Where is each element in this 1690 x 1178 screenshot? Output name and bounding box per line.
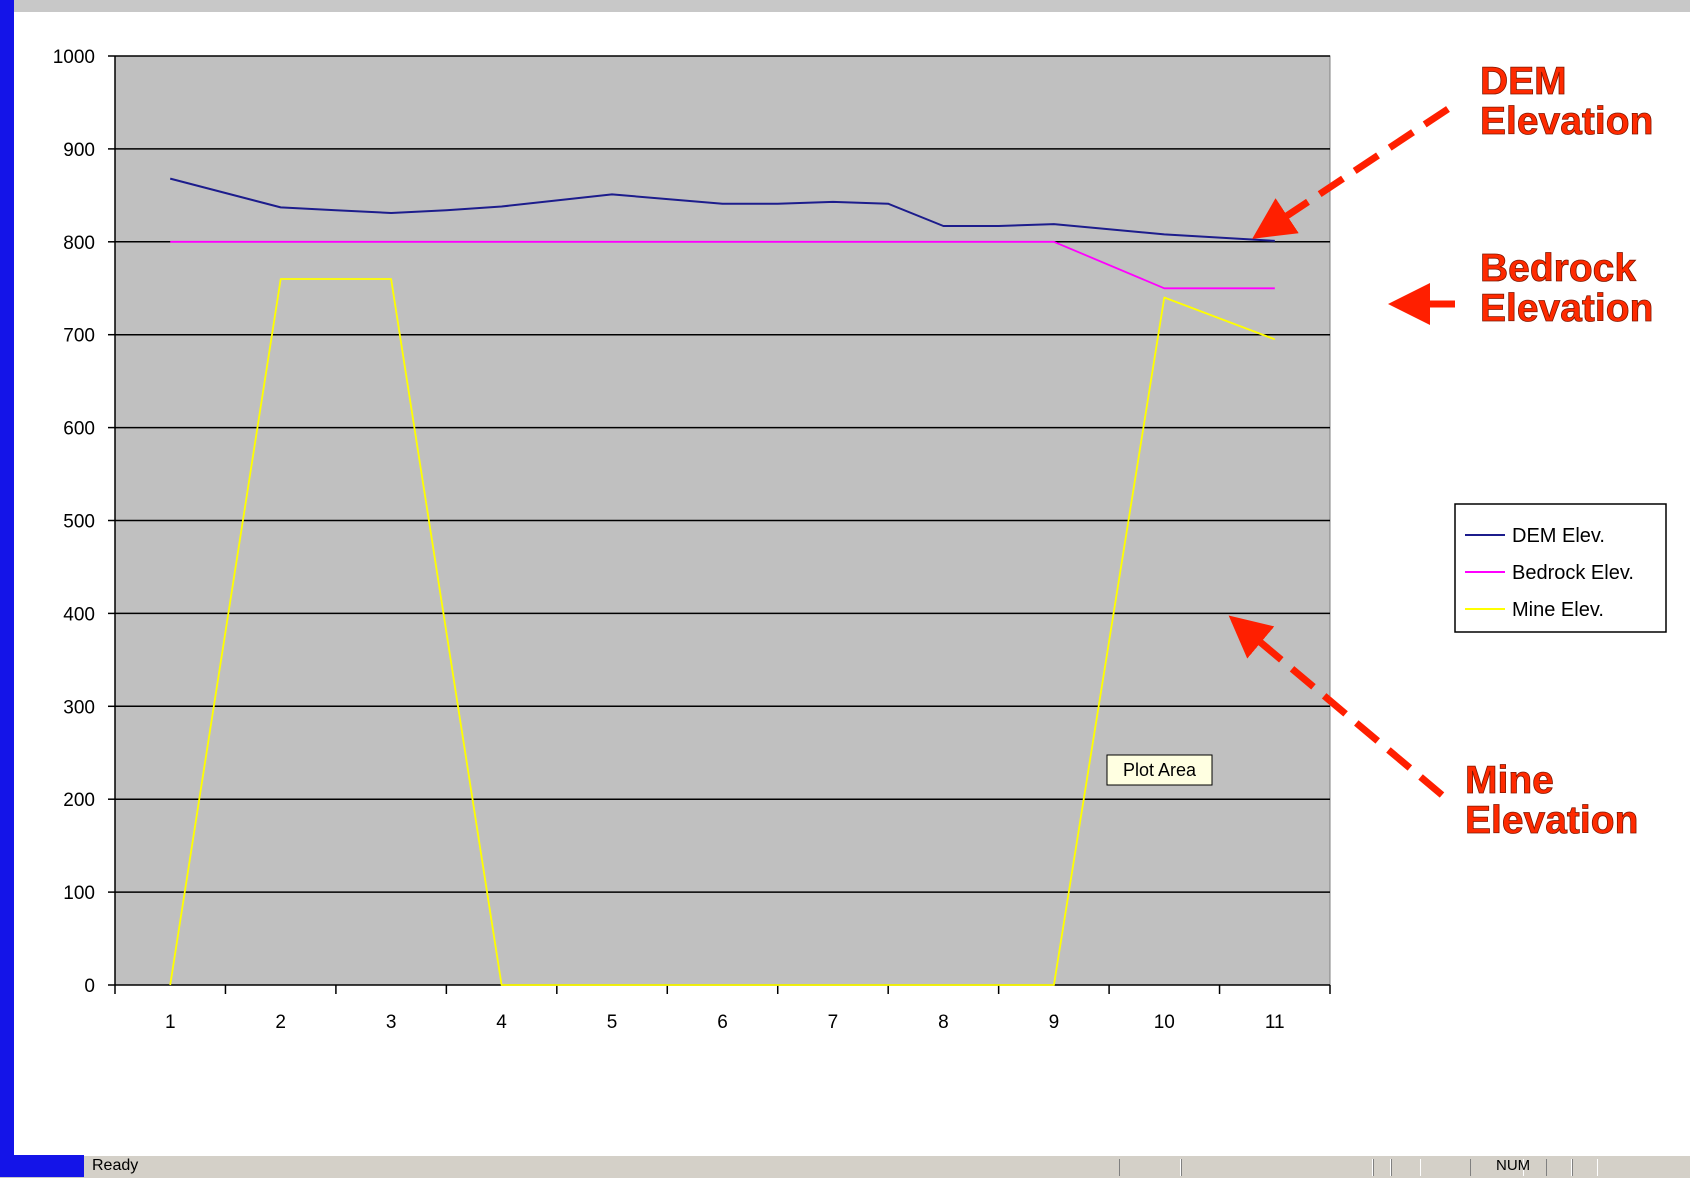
annotation-arrow (1228, 615, 1445, 798)
y-tick-label: 500 (63, 512, 95, 533)
legend-label: Mine Elev. (1512, 599, 1604, 621)
x-tick-label: 2 (275, 1012, 286, 1033)
status-bar: Ready NUM (84, 1155, 1690, 1178)
series-line-2 (170, 240, 1275, 290)
legend-label: DEM Elev. (1512, 525, 1605, 547)
status-pane (1373, 1159, 1391, 1176)
left-accent-bar-bottom (14, 1155, 84, 1177)
y-tick-label: 0 (84, 976, 95, 997)
tooltip-label: Plot Area (1123, 760, 1197, 780)
x-tick-label: 5 (607, 1012, 618, 1033)
y-tick-label: 900 (63, 140, 95, 161)
y-tick-label: 200 (63, 790, 95, 811)
status-pane (1391, 1159, 1421, 1176)
series-line-1 (169, 177, 1275, 242)
status-pane (1470, 1159, 1524, 1176)
x-tick-label: 7 (828, 1012, 839, 1033)
y-tick-label: 600 (63, 419, 95, 440)
y-tick-label: 100 (63, 883, 95, 904)
annotation-label: Mine (1465, 759, 1554, 802)
y-tick-label: 700 (63, 326, 95, 347)
annotation-label: Elevation (1480, 100, 1653, 143)
x-tick-label: 6 (717, 1012, 728, 1033)
legend-box (1454, 503, 1667, 633)
tooltip-box (1106, 754, 1213, 786)
annotation-label: DEM (1480, 60, 1567, 103)
legend-label: Bedrock Elev. (1512, 562, 1634, 584)
x-tick-label: 9 (1049, 1012, 1060, 1033)
status-pane (1546, 1159, 1572, 1176)
annotation-label: Bedrock (1480, 247, 1636, 290)
status-text: Ready (92, 1157, 139, 1174)
y-tick-label: 800 (63, 233, 95, 254)
x-tick-label: 11 (1265, 1012, 1285, 1033)
y-tick-label: 1000 (53, 47, 95, 68)
x-tick-label: 4 (496, 1012, 507, 1033)
x-tick-label: 10 (1154, 1012, 1175, 1033)
x-tick-label: 1 (165, 1012, 176, 1033)
y-tick-label: 300 (63, 697, 95, 718)
status-pane (1181, 1159, 1373, 1176)
status-num-indicator: NUM (1496, 1157, 1531, 1174)
elevation-line-chart[interactable]: 0 100 200 300 400 500 600 700 800 900 1000 1 2 3 4 5 6 7 8… (14, 12, 1690, 1155)
annotation-label: Elevation (1480, 287, 1653, 330)
x-tick-label: 3 (386, 1012, 397, 1033)
left-accent-bar (0, 0, 14, 1177)
status-pane (1572, 1159, 1598, 1176)
annotation-label: Elevation (1465, 799, 1638, 842)
chart-area[interactable]: 0 100 200 300 400 500 600 700 800 900 1000 1 2 3 4 5 6 7 8… (14, 12, 1690, 1155)
series-line-3 (169, 278, 1276, 986)
annotation-arrow (1252, 106, 1450, 239)
y-tick-label: 400 (63, 604, 95, 625)
x-tick-label: 8 (938, 1012, 949, 1033)
status-pane (1119, 1159, 1181, 1176)
